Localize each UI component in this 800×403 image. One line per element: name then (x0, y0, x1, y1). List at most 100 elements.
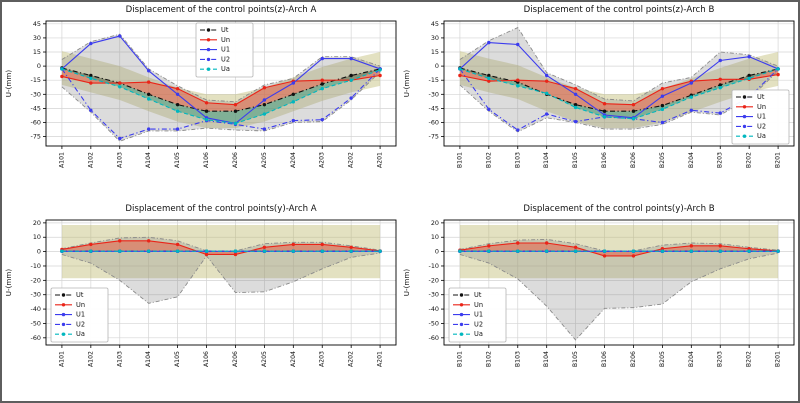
envelope-upper-line (459, 27, 779, 102)
svg-text:U2: U2 (76, 320, 85, 328)
svg-text:0: 0 (435, 62, 439, 70)
svg-text:-20: -20 (31, 276, 41, 284)
envelope-upper-line (459, 238, 779, 252)
svg-text:U1: U1 (221, 46, 230, 54)
svg-text:45: 45 (33, 20, 41, 28)
chart-title: Displacement of the control points(z)-Ar… (125, 5, 317, 15)
svg-text:-75: -75 (429, 133, 439, 141)
svg-text:15: 15 (431, 48, 439, 56)
plot-border (45, 20, 397, 147)
svg-text:B102: B102 (485, 351, 492, 367)
svg-text:A103: A103 (116, 351, 123, 367)
svg-text:B105: B105 (572, 351, 579, 367)
svg-text:B102: B102 (485, 152, 492, 168)
svg-text:0: 0 (435, 248, 439, 256)
series-Un (458, 241, 780, 258)
svg-text:B204: B204 (688, 152, 695, 168)
y-axis-label: U-(mm) (402, 70, 411, 98)
svg-text:Un: Un (76, 301, 85, 309)
svg-text:U1: U1 (76, 311, 85, 319)
svg-text:15: 15 (33, 48, 41, 56)
svg-text:B101: B101 (456, 351, 463, 367)
svg-text:B104: B104 (543, 152, 550, 168)
svg-text:U2: U2 (474, 320, 483, 328)
svg-text:-45: -45 (31, 104, 41, 112)
chart-title: Displacement of the control points(z)-Ar… (523, 5, 715, 15)
svg-text:10: 10 (431, 233, 439, 241)
svg-text:B206: B206 (630, 152, 637, 168)
envelope-lower-line (459, 252, 779, 341)
svg-text:Un: Un (474, 301, 483, 309)
svg-text:-15: -15 (429, 76, 439, 84)
fill-Ut-Ua (61, 67, 381, 124)
y-tick-labels: 45 30 15 0 -15 -30 -45 -60 -75 (429, 20, 444, 141)
tolerance-band (459, 51, 779, 129)
svg-text:A202: A202 (348, 152, 355, 168)
y-axis-label: U-(mm) (402, 269, 411, 297)
x-tick-labels: B101 B102 B103 B104 B105 B106 B206 B205 B204 B203… (456, 146, 782, 168)
svg-text:-60: -60 (429, 119, 439, 127)
svg-text:Ua: Ua (474, 330, 483, 338)
svg-text:A105: A105 (174, 351, 181, 367)
x-tick-labels: A101 A102 A103 A104 A105 A106 A206 A205 A204 A203… (58, 146, 384, 168)
series-Un (458, 72, 780, 107)
plot-border (443, 219, 795, 346)
svg-text:-45: -45 (429, 104, 439, 112)
svg-text:Un: Un (757, 103, 766, 111)
svg-text:B202: B202 (746, 351, 753, 367)
svg-text:U1: U1 (474, 311, 483, 319)
svg-text:Ut: Ut (474, 291, 482, 299)
svg-text:30: 30 (33, 34, 41, 42)
svg-text:A205: A205 (261, 152, 268, 168)
svg-text:-15: -15 (31, 76, 41, 84)
svg-text:B201: B201 (775, 351, 782, 367)
svg-text:A106: A106 (203, 152, 210, 168)
envelope-fill (459, 239, 779, 340)
svg-text:A204: A204 (290, 351, 297, 367)
svg-text:A101: A101 (58, 351, 65, 367)
svg-text:B106: B106 (601, 351, 608, 367)
svg-text:A102: A102 (87, 351, 94, 367)
x-tick-labels: B101 B102 B103 B104 B105 B106 B206 B205 B204 B203… (456, 345, 782, 367)
svg-text:-60: -60 (429, 334, 439, 342)
svg-text:-30: -30 (31, 90, 41, 98)
svg-text:-50: -50 (429, 319, 439, 327)
plot-border (45, 219, 397, 346)
svg-text:B103: B103 (514, 351, 521, 367)
svg-text:-60: -60 (31, 119, 41, 127)
svg-text:U2: U2 (221, 55, 230, 63)
svg-text:A106: A106 (203, 351, 210, 367)
svg-text:B203: B203 (717, 351, 724, 367)
y-tick-labels: 20 10 0 -10 -20 -30 -40 -50 -60 (31, 219, 46, 342)
svg-text:B106: B106 (601, 152, 608, 168)
svg-text:-10: -10 (429, 262, 439, 270)
envelope-fill (61, 34, 381, 142)
svg-text:A205: A205 (261, 351, 268, 367)
svg-text:A104: A104 (145, 152, 152, 168)
envelope-lower-line (61, 71, 381, 142)
y-axis-label: U-(mm) (4, 269, 13, 297)
chart-panel-z-arch-b: 45 30 15 0 -15 -30 -45 -60 -75 B101 B102 B103 B104 B1… (400, 2, 798, 202)
svg-text:B205: B205 (659, 351, 666, 367)
svg-text:-75: -75 (31, 133, 41, 141)
svg-text:Ut: Ut (757, 93, 765, 101)
svg-text:B101: B101 (456, 152, 463, 168)
svg-text:B205: B205 (659, 152, 666, 168)
svg-text:0: 0 (37, 248, 41, 256)
svg-text:B202: B202 (746, 152, 753, 168)
svg-text:-60: -60 (31, 334, 41, 342)
svg-text:Un: Un (221, 36, 230, 44)
svg-text:20: 20 (33, 219, 41, 227)
svg-text:Ua: Ua (76, 330, 85, 338)
svg-text:Ua: Ua (221, 65, 230, 73)
envelope-upper-line (61, 33, 381, 103)
svg-text:Ut: Ut (76, 291, 84, 299)
svg-text:A203: A203 (319, 351, 326, 367)
svg-text:A103: A103 (116, 152, 123, 168)
svg-text:U1: U1 (757, 113, 766, 121)
